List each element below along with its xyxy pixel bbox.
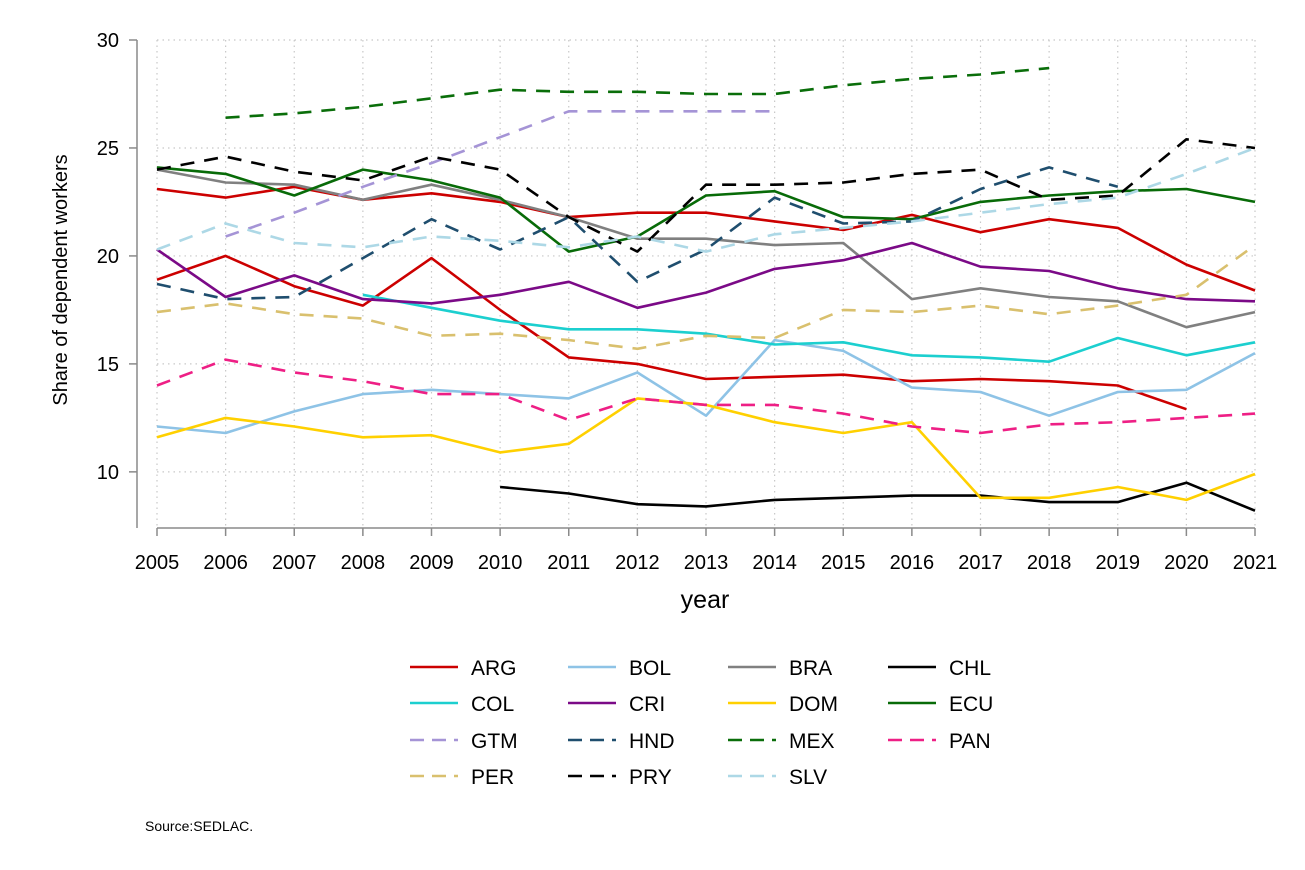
- series-line-gtm: [225, 110, 775, 238]
- series-line-dom: [156, 397, 1256, 502]
- series-line-per: [156, 244, 1256, 351]
- x-tick-label: 2015: [821, 552, 866, 574]
- x-tick-label: 2006: [203, 552, 248, 574]
- series-line-col: [362, 293, 1256, 364]
- y-tick-label: 25: [97, 138, 119, 160]
- axes: 2005 2006 2007 2008 2009 2010 2011 2012 2013 2014…: [97, 30, 1278, 574]
- x-tick-label: 2020: [1164, 552, 1209, 574]
- x-tick-label: 2005: [135, 552, 180, 574]
- y-axis-title: Share of dependent workers: [50, 154, 72, 405]
- legend-label-gtm: GTM: [471, 730, 518, 753]
- series-line-bol: [156, 338, 1256, 435]
- series-line-slv: [156, 146, 1256, 253]
- x-tick-label: 2016: [890, 552, 935, 574]
- x-tick-label: 2012: [615, 552, 660, 574]
- legend-label-per: PER: [471, 766, 514, 789]
- legend-label-arg: ARG: [471, 657, 517, 680]
- x-tick-label: 2021: [1233, 552, 1278, 574]
- series-line-chl: [499, 481, 1256, 512]
- x-tick-label: 2017: [958, 552, 1003, 574]
- x-tick-label: 2007: [272, 552, 317, 574]
- x-tick-label: 2013: [684, 552, 729, 574]
- series-line-hnd: [156, 166, 1119, 301]
- x-tick-label: 2019: [1096, 552, 1141, 574]
- legend-label-col: COL: [471, 693, 514, 716]
- legend-label-ecu: ECU: [949, 693, 993, 716]
- x-tick-label: 2014: [752, 552, 797, 574]
- legend-label-hnd: HND: [629, 730, 675, 753]
- y-tick-label: 30: [97, 30, 119, 52]
- legend-label-pan: PAN: [949, 730, 991, 753]
- x-tick-label: 2009: [409, 552, 454, 574]
- legend-label-bra: BRA: [789, 657, 832, 680]
- series-line-ecu: [156, 166, 1256, 253]
- series-lines: [156, 66, 1256, 512]
- x-tick-label: 2011: [547, 552, 590, 574]
- y-tick-label: 15: [97, 354, 119, 376]
- series-line-arg: [156, 254, 1187, 411]
- legend-label-slv: SLV: [789, 766, 827, 789]
- legend-label-dom: DOM: [789, 693, 838, 716]
- source-note: Source:SEDLAC.: [145, 818, 253, 834]
- series-line-cri: [156, 241, 1256, 310]
- x-axis-title: year: [681, 586, 730, 614]
- x-tick-label: 2010: [478, 552, 523, 574]
- series-line-mex: [225, 66, 1050, 119]
- legend-label-bol: BOL: [629, 657, 671, 680]
- y-tick-label: 10: [97, 462, 119, 484]
- series-line-pan: [156, 358, 1256, 435]
- legend-label-cri: CRI: [629, 693, 665, 716]
- legend-label-chl: CHL: [949, 657, 991, 680]
- x-tick-label: 2008: [341, 552, 386, 574]
- y-tick-label: 20: [97, 246, 119, 268]
- grid: [156, 39, 1256, 528]
- series-line-pry: [156, 138, 1256, 253]
- legend-label-mex: MEX: [789, 730, 835, 753]
- legend: ARG COL GTM PER BOL CRI HND PRY BRA DOM MEX SLV CHL E…: [410, 657, 993, 789]
- legend-label-pry: PRY: [629, 766, 672, 789]
- x-tick-label: 2018: [1027, 552, 1072, 574]
